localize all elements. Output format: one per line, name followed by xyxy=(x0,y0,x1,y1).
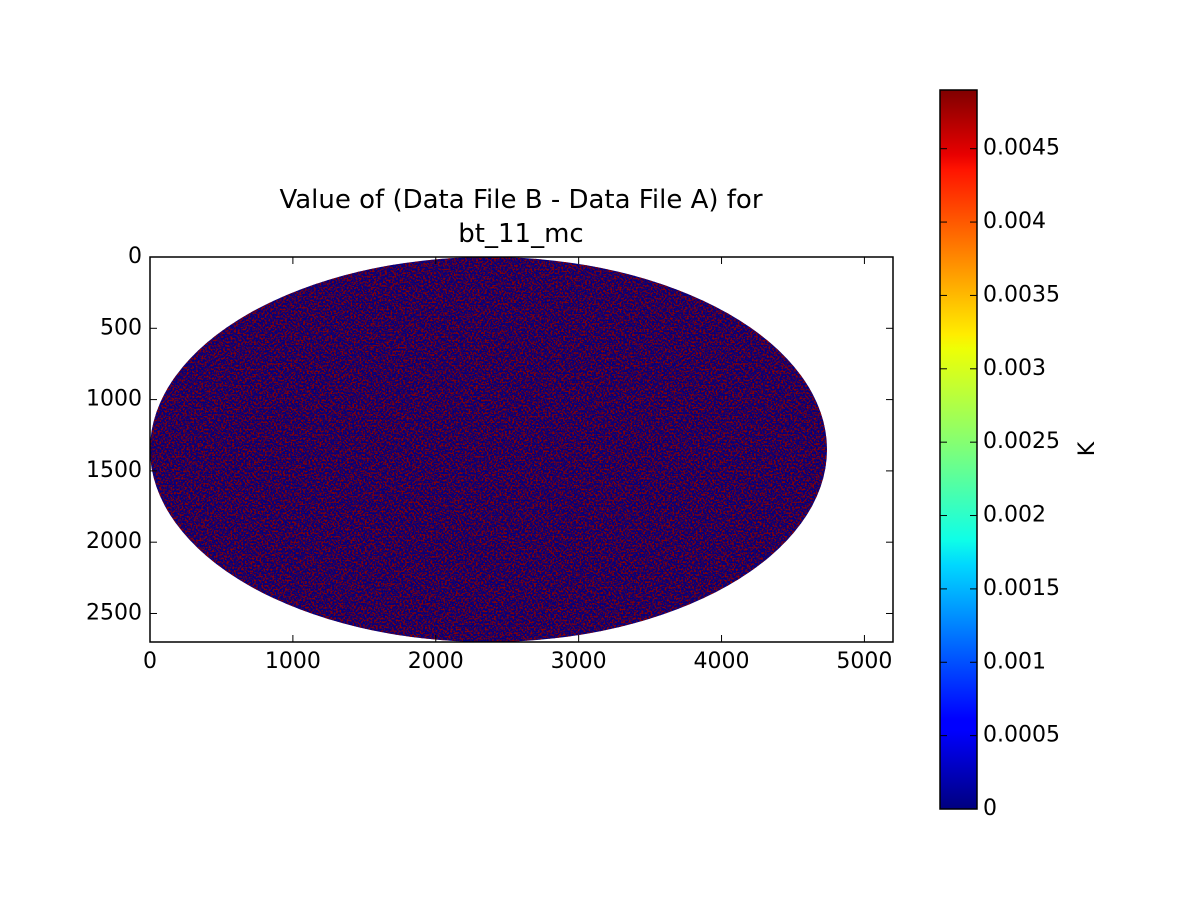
colorbar-tick-label: 0.0045 xyxy=(983,136,1060,161)
colorbar-tick-label: 0.0015 xyxy=(983,576,1060,601)
colorbar xyxy=(939,89,978,810)
y-tick-label: 2000 xyxy=(86,529,142,554)
colorbar-tick-label: 0.001 xyxy=(983,649,1046,674)
y-tick-label: 1500 xyxy=(86,458,142,483)
y-tick-label: 2500 xyxy=(86,600,142,625)
colorbar-label: K xyxy=(1075,441,1100,456)
colorbar-tick-label: 0.0025 xyxy=(983,429,1060,454)
colorbar-tick-label: 0.004 xyxy=(983,209,1046,234)
y-tick-label: 0 xyxy=(128,244,142,269)
x-tick-label: 0 xyxy=(143,649,157,674)
x-tick-label: 5000 xyxy=(836,649,892,674)
y-tick-label: 1000 xyxy=(86,387,142,412)
x-tick-label: 4000 xyxy=(694,649,750,674)
colorbar-tick-label: 0 xyxy=(983,796,997,821)
x-tick-label: 1000 xyxy=(265,649,321,674)
colorbar-tick-label: 0.003 xyxy=(983,356,1046,381)
y-tick-label: 500 xyxy=(100,315,142,340)
plot-area xyxy=(150,257,827,642)
image-field-texture xyxy=(150,257,827,642)
colorbar-tick-label: 0.0005 xyxy=(983,723,1060,748)
colorbar-tick-label: 0.0035 xyxy=(983,282,1060,307)
colorbar-tick-label: 0.002 xyxy=(983,503,1046,528)
x-tick-label: 2000 xyxy=(408,649,464,674)
x-tick-label: 3000 xyxy=(551,649,607,674)
chart-title: Value of (Data File B - Data File A) for… xyxy=(279,185,763,249)
axes-frame xyxy=(149,256,894,643)
